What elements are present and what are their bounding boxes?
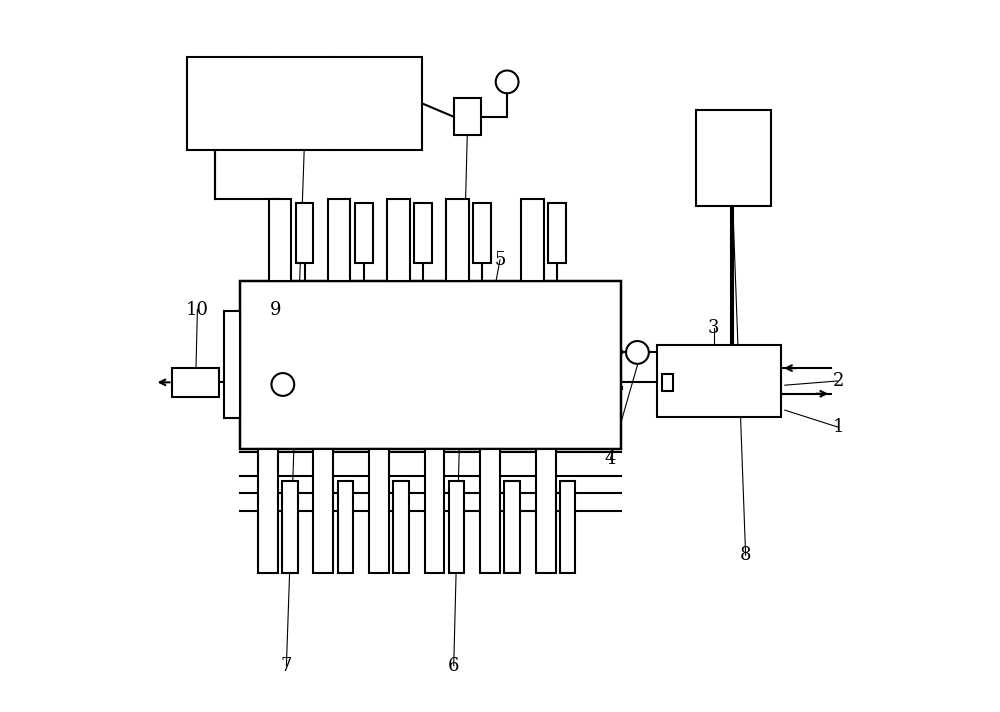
Bar bbox=[446, 199, 469, 281]
Bar bbox=[696, 110, 771, 206]
Text: 9: 9 bbox=[270, 300, 281, 319]
Bar bbox=[282, 481, 298, 573]
Text: 6: 6 bbox=[448, 656, 459, 675]
Text: 10: 10 bbox=[186, 300, 209, 319]
Bar bbox=[548, 203, 566, 263]
Bar bbox=[425, 449, 444, 573]
Circle shape bbox=[626, 341, 649, 364]
Bar bbox=[560, 481, 575, 573]
Text: 7: 7 bbox=[281, 656, 292, 675]
Bar bbox=[473, 203, 491, 263]
Bar bbox=[657, 345, 781, 417]
Bar bbox=[449, 481, 464, 573]
Bar bbox=[454, 98, 481, 135]
Bar bbox=[387, 199, 410, 281]
Bar bbox=[296, 203, 313, 263]
Bar bbox=[414, 203, 432, 263]
Bar bbox=[355, 203, 373, 263]
Bar bbox=[393, 481, 409, 573]
Bar bbox=[313, 449, 333, 573]
Bar bbox=[258, 449, 278, 573]
Bar bbox=[187, 57, 422, 150]
Bar bbox=[269, 199, 291, 281]
Bar bbox=[536, 449, 556, 573]
Bar bbox=[338, 481, 353, 573]
Text: 3: 3 bbox=[708, 318, 719, 337]
Text: 5: 5 bbox=[494, 251, 506, 269]
Bar bbox=[521, 199, 544, 281]
Circle shape bbox=[496, 70, 519, 93]
Bar bbox=[240, 281, 621, 449]
Bar bbox=[504, 481, 520, 573]
Bar bbox=[662, 374, 673, 391]
Text: 2: 2 bbox=[833, 372, 844, 390]
Text: 1: 1 bbox=[832, 418, 844, 436]
Bar bbox=[224, 311, 240, 419]
Bar bbox=[369, 449, 389, 573]
Text: 4: 4 bbox=[605, 450, 616, 468]
Bar bbox=[480, 449, 500, 573]
Bar bbox=[328, 199, 350, 281]
Bar bbox=[172, 368, 219, 397]
Circle shape bbox=[271, 373, 294, 396]
Text: 8: 8 bbox=[740, 546, 751, 565]
